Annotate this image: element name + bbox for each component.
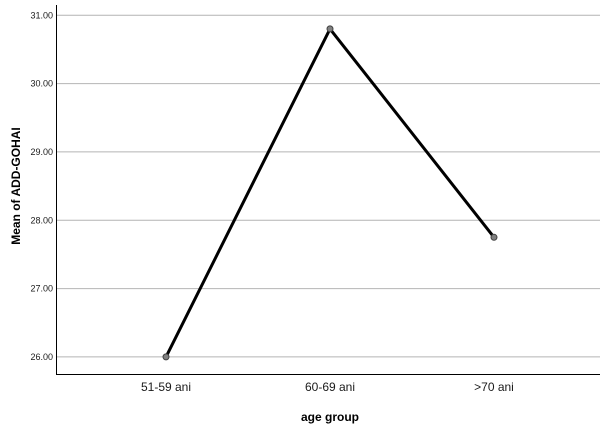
x-tick-label: 51-59 ani <box>141 380 191 394</box>
series-line <box>164 27 496 359</box>
data-point <box>490 233 498 241</box>
data-point <box>162 353 170 361</box>
y-axis-title: Mean of ADD-GOHAI <box>9 127 23 245</box>
data-point <box>326 25 334 33</box>
markers <box>162 25 498 361</box>
x-axis-title: age group <box>301 410 359 424</box>
y-tick-label: 30.00 <box>30 79 53 89</box>
x-tick-label: >70 ani <box>474 380 514 394</box>
y-tick-label: 31.00 <box>30 10 53 20</box>
y-tick-labels: 26.00 27.00 28.00 29.00 30.00 31.00 <box>30 10 53 362</box>
series <box>164 27 496 359</box>
y-tick-label: 28.00 <box>30 215 53 225</box>
y-tick-label: 26.00 <box>30 352 53 362</box>
gridlines <box>56 14 600 358</box>
y-tick-label: 29.00 <box>30 147 53 157</box>
axes <box>56 5 600 375</box>
x-tick-label: 60-69 ani <box>305 380 355 394</box>
x-tick-labels: 51-59 ani 60-69 ani >70 ani <box>141 380 514 394</box>
y-tick-label: 27.00 <box>30 284 53 294</box>
